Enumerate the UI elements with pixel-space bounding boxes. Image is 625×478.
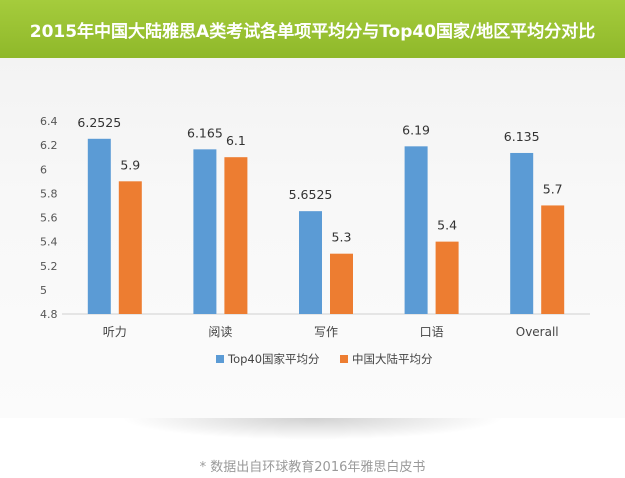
y-tick-label: 6.2 [40,139,58,152]
bar [541,205,565,314]
data-label: 5.6525 [289,187,333,202]
legend-swatch [216,355,224,363]
x-tick-label: 写作 [314,325,338,339]
x-tick-label: 阅读 [208,325,232,339]
data-label: 5.9 [120,157,140,172]
data-label: 6.1 [226,133,246,148]
y-tick-label: 5.2 [40,260,58,273]
data-label: 6.135 [504,129,540,144]
y-tick-label: 4.8 [40,308,58,321]
y-tick-label: 6 [40,163,47,176]
bar [330,253,353,314]
bar [118,181,142,314]
bar [299,211,322,314]
bar [224,157,248,314]
y-tick-label: 5 [40,284,47,297]
bar [404,146,428,314]
data-label: 6.165 [187,125,223,140]
panel-shadow [120,418,505,440]
page-title: 2015年中国大陆雅思A类考试各单项平均分与Top40国家/地区平均分对比 [0,0,625,58]
data-label: 5.7 [543,181,563,196]
x-tick-label: 听力 [103,325,127,339]
bar [87,138,111,314]
source-footnote: * 数据出自环球教育2016年雅思白皮书 [199,460,426,475]
bar [193,149,217,314]
legend-label: 中国大陆平均分 [352,352,433,366]
legend-swatch [340,355,348,363]
bar [510,152,534,314]
legend-label: Top40国家平均分 [227,352,320,366]
data-label: 6.19 [402,122,430,137]
y-tick-label: 5.8 [40,187,58,200]
bar-chart: 4.855.25.45.65.866.26.4 6.25255.9听力6.1656… [40,115,590,366]
x-tick-label: Overall [516,325,559,339]
bar [435,241,459,314]
data-label: 5.4 [437,218,457,233]
data-label: 6.2525 [77,115,121,130]
y-tick-label: 5.4 [40,236,58,249]
data-label: 5.3 [332,230,352,245]
y-tick-label: 5.6 [40,212,58,225]
y-tick-label: 6.4 [40,115,58,128]
x-tick-label: 口语 [420,325,444,339]
